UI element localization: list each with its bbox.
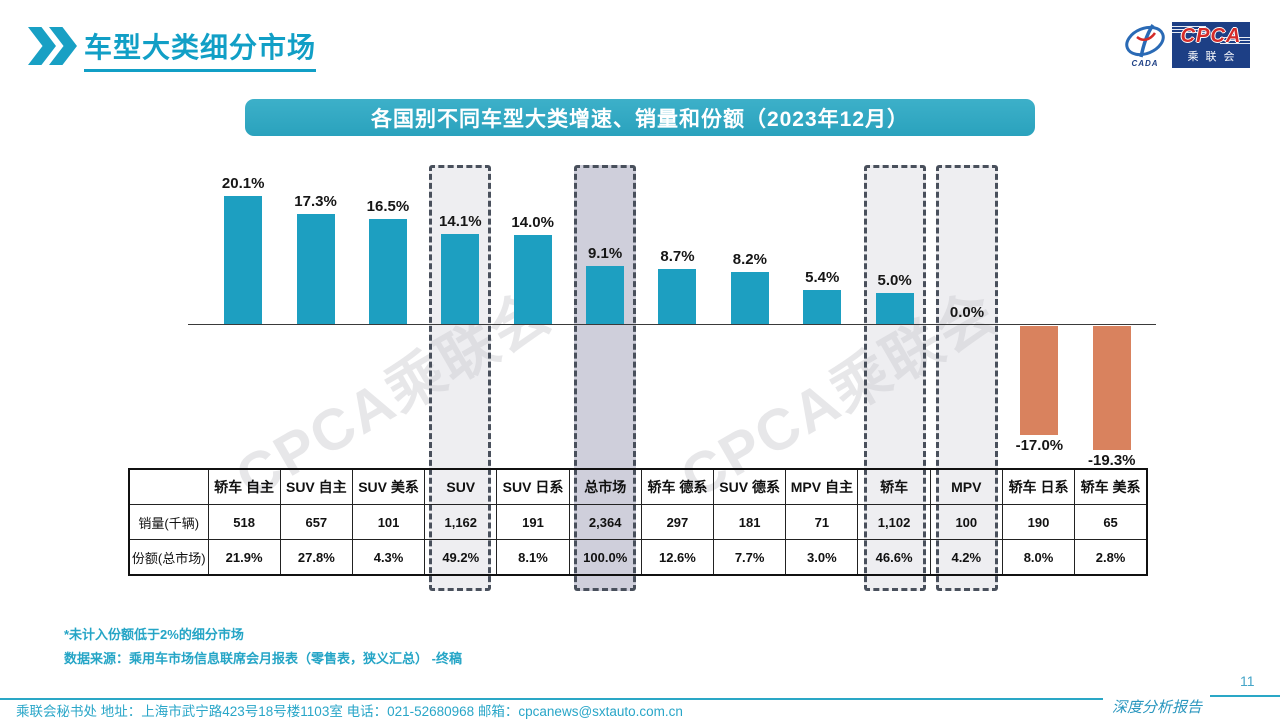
table-value-cell: 7.7% [713,539,787,576]
footer-divider-line [0,698,1103,700]
table-value-cell: 12.6% [640,539,715,576]
table-header-cell: 轿车 美系 [1074,468,1148,505]
table-header-cell: SUV 自主 [279,468,353,505]
table-value-cell: 1,162 [424,504,498,540]
table-value-cell: 2,364 [568,504,642,540]
bar-value-label: 9.1% [587,245,623,262]
table-value-cell: 71 [785,504,859,540]
table-value-cell: 100.0% [568,539,642,576]
logo-stripes-icon [1220,36,1250,44]
bar-value-label: 8.2% [732,251,767,268]
footer-address: 乘联会秘书处 地址：上海市武宁路423号18号楼1103室 电话：021-526… [16,704,683,719]
table-header-cell: SUV [424,468,498,505]
bar-value-label: 8.7% [660,248,695,265]
table-header-cell: 轿车 德系 [640,468,715,505]
logo-stripes-icon [1172,25,1206,33]
table-header-cell: MPV [929,468,1003,505]
table-value-cell: 21.9% [207,539,281,576]
table-value-cell: 8.0% [1001,539,1076,576]
bar [1092,326,1131,450]
footnote-source: 数据来源：乘用车市场信息联席会月报表（零售表，狭义汇总） -终稿 [64,651,462,666]
cpca-logo: CADA CPCA 乘联会 [1122,22,1250,68]
bar-value-label: 5.4% [805,269,840,286]
bar [730,272,769,325]
table-value-cell: 100 [929,504,1003,540]
bar [586,266,625,325]
bar-value-label: 5.0% [877,272,912,289]
bar [368,219,407,325]
table-value-cell: 190 [1001,504,1076,540]
bar [513,235,552,325]
bar [441,234,480,325]
footer-divider-line [1210,695,1280,697]
bar [1020,326,1059,435]
zero-axis-line [188,324,1156,325]
table-row: 份额(总市场) 21.9% 27.8% 4.3% 49.2% 8.1% 100.0% 12.6… [128,539,1148,576]
table-value-cell: 46.6% [857,539,931,576]
chart-title-banner: 各国别不同车型大类增速、销量和份额（2023年12月） [245,99,1035,136]
footnote-asterisk: *未计入份额低于2%的细分市场 [64,627,244,642]
page-title: 车型大类细分市场 [84,26,317,72]
table-value-cell: 4.2% [929,539,1003,576]
table-value-cell: 27.8% [279,539,353,576]
bar-value-label: -17.0% [1015,437,1064,454]
table-row: 销量(千辆) 518 657 101 1,162 191 2,364 297 181 71 1,10… [128,504,1148,540]
bar [658,269,697,325]
logo-box: CPCA 乘联会 [1172,22,1250,68]
table-value-cell: 181 [713,504,787,540]
table-header-cell: SUV 日系 [496,468,570,505]
bar-value-label: 20.1% [221,175,265,192]
bar-value-label: -19.3% [1087,452,1136,469]
table-row-label: 销量(千辆) [128,504,209,540]
table-value-cell: 101 [351,504,426,540]
bar-value-label: 14.1% [439,213,482,230]
bar-value-label: 17.3% [294,193,337,210]
table-header-cell: 轿车 [857,468,931,505]
header-chevrons-icon [28,27,77,65]
table-value-cell: 65 [1074,504,1148,540]
bar-value-label: 0.0% [949,304,985,321]
table-header-cell: 轿车 日系 [1001,468,1076,505]
table-header-cell: SUV 美系 [351,468,426,505]
data-table: 轿车 自主 SUV 自主 SUV 美系 SUV SUV 日系 总市场 轿车 德系 SUV 德系… [128,468,1148,576]
table-value-cell: 191 [496,504,570,540]
chevron-right-icon [28,27,56,65]
table-header-cell: 总市场 [568,468,642,505]
logo-cn-text: 乘联会 [1187,51,1242,63]
table-value-cell: 657 [279,504,353,540]
bar [296,214,335,325]
table-header-cell: SUV 德系 [713,468,787,505]
table-value-cell: 518 [207,504,281,540]
logo-cada-text: CADA [1131,59,1159,68]
table-corner-cell [128,468,209,505]
report-type-label: 深度分析报告 [1111,700,1202,716]
page-number: 11 [1240,673,1255,689]
table-row-label: 份额(总市场) [128,539,209,576]
table-value-cell: 297 [640,504,715,540]
table-header-cell: 轿车 自主 [207,468,281,505]
table-value-cell: 8.1% [496,539,570,576]
bar-value-label: 14.0% [511,214,554,231]
bar [224,196,263,325]
bar [875,293,914,325]
bar-value-label: 16.5% [366,198,410,215]
table-value-cell: 49.2% [424,539,498,576]
bar [803,290,842,325]
logo-mark-icon: CADA [1122,22,1168,68]
logo-cpca-text: CPCA [1180,25,1242,47]
table-value-cell: 4.3% [351,539,426,576]
table-header-cell: MPV 自主 [785,468,859,505]
table-value-cell: 3.0% [785,539,859,576]
table-value-cell: 1,102 [857,504,931,540]
table-value-cell: 2.8% [1074,539,1148,576]
